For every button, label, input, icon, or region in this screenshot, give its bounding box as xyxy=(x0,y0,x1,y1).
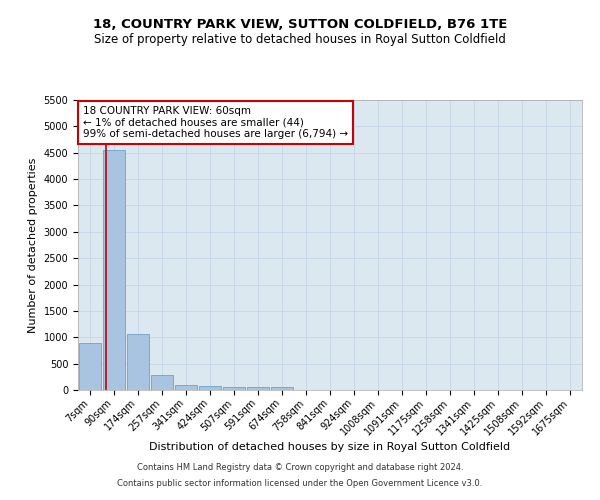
Bar xyxy=(175,384,197,390)
Bar xyxy=(103,150,125,390)
Bar xyxy=(199,386,221,390)
Bar xyxy=(271,388,293,390)
Bar xyxy=(127,334,149,390)
Bar xyxy=(223,386,245,390)
Text: Size of property relative to detached houses in Royal Sutton Coldfield: Size of property relative to detached ho… xyxy=(94,32,506,46)
X-axis label: Distribution of detached houses by size in Royal Sutton Coldfield: Distribution of detached houses by size … xyxy=(149,442,511,452)
Bar xyxy=(151,374,173,390)
Bar xyxy=(79,342,101,390)
Text: 18, COUNTRY PARK VIEW, SUTTON COLDFIELD, B76 1TE: 18, COUNTRY PARK VIEW, SUTTON COLDFIELD,… xyxy=(93,18,507,30)
Text: Contains public sector information licensed under the Open Government Licence v3: Contains public sector information licen… xyxy=(118,478,482,488)
Text: 18 COUNTRY PARK VIEW: 60sqm
← 1% of detached houses are smaller (44)
99% of semi: 18 COUNTRY PARK VIEW: 60sqm ← 1% of deta… xyxy=(83,106,348,139)
Text: Contains HM Land Registry data © Crown copyright and database right 2024.: Contains HM Land Registry data © Crown c… xyxy=(137,464,463,472)
Y-axis label: Number of detached properties: Number of detached properties xyxy=(28,158,38,332)
Bar xyxy=(247,387,269,390)
